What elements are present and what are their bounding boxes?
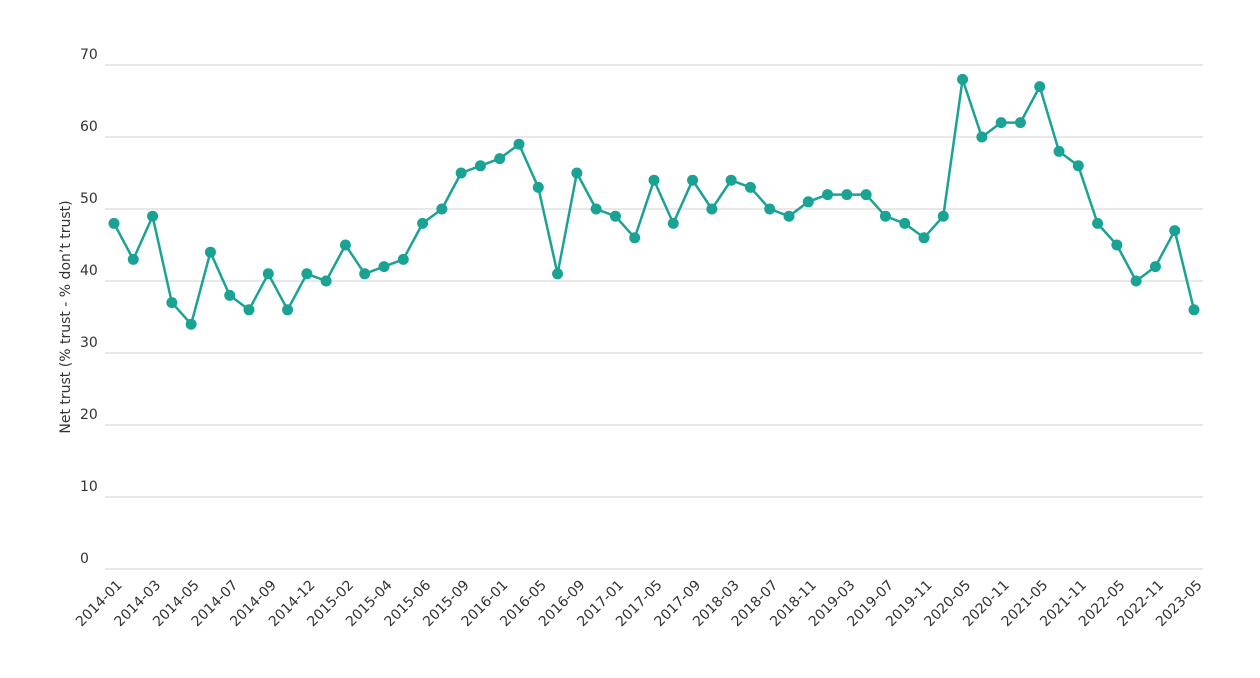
data-point bbox=[629, 232, 641, 244]
data-point bbox=[166, 297, 178, 309]
y-tick-label: 40 bbox=[80, 263, 98, 279]
y-tick-label: 10 bbox=[80, 479, 98, 495]
y-tick-label: 30 bbox=[80, 335, 98, 351]
data-point bbox=[899, 217, 911, 229]
data-point bbox=[802, 196, 814, 208]
data-point bbox=[918, 232, 930, 244]
data-point bbox=[417, 217, 429, 229]
series-line bbox=[112, 78, 1196, 326]
data-point bbox=[474, 160, 486, 172]
data-point bbox=[1111, 239, 1123, 251]
data-point bbox=[532, 181, 544, 193]
data-point bbox=[590, 203, 602, 215]
data-point bbox=[339, 239, 351, 251]
data-point bbox=[262, 268, 274, 280]
data-point bbox=[957, 73, 969, 85]
data-point bbox=[243, 304, 255, 316]
data-point bbox=[744, 181, 756, 193]
data-point bbox=[494, 153, 506, 165]
data-point bbox=[359, 268, 371, 280]
data-point bbox=[1149, 261, 1161, 273]
y-tick-label: 20 bbox=[80, 407, 98, 423]
data-point bbox=[204, 246, 216, 258]
data-point bbox=[127, 253, 139, 265]
data-point bbox=[552, 268, 564, 280]
data-point bbox=[1130, 275, 1142, 287]
data-point bbox=[609, 210, 621, 222]
data-point bbox=[995, 117, 1007, 129]
data-point bbox=[571, 167, 583, 179]
data-point bbox=[1034, 81, 1046, 93]
data-point bbox=[976, 131, 988, 143]
y-tick-label: 0 bbox=[80, 551, 89, 567]
data-point bbox=[879, 210, 891, 222]
data-point bbox=[108, 217, 120, 229]
data-point bbox=[687, 174, 699, 186]
data-point bbox=[455, 167, 467, 179]
y-tick-label: 70 bbox=[80, 47, 98, 63]
data-point bbox=[764, 203, 776, 215]
y-axis-label: Net trust (% trust - % don’t trust) bbox=[58, 200, 74, 433]
data-point bbox=[1092, 217, 1104, 229]
data-point bbox=[706, 203, 718, 215]
data-point bbox=[1169, 225, 1181, 237]
data-point bbox=[378, 261, 390, 273]
data-point bbox=[860, 189, 872, 201]
data-point bbox=[513, 138, 525, 150]
data-point bbox=[648, 174, 660, 186]
data-point bbox=[667, 217, 679, 229]
data-point bbox=[725, 174, 737, 186]
data-point bbox=[282, 304, 294, 316]
data-point bbox=[397, 253, 409, 265]
data-point bbox=[783, 210, 795, 222]
data-point bbox=[436, 203, 448, 215]
data-point bbox=[1053, 145, 1065, 157]
data-point bbox=[185, 318, 197, 330]
data-point bbox=[841, 189, 853, 201]
data-point bbox=[224, 289, 236, 301]
data-point bbox=[1072, 160, 1084, 172]
y-tick-label: 60 bbox=[80, 119, 98, 135]
data-point bbox=[822, 189, 834, 201]
data-point bbox=[1188, 304, 1200, 316]
data-point bbox=[301, 268, 313, 280]
y-tick-label: 50 bbox=[80, 191, 98, 207]
data-point bbox=[937, 210, 949, 222]
data-point bbox=[320, 275, 332, 287]
data-point bbox=[147, 210, 159, 222]
data-point bbox=[1014, 117, 1026, 129]
